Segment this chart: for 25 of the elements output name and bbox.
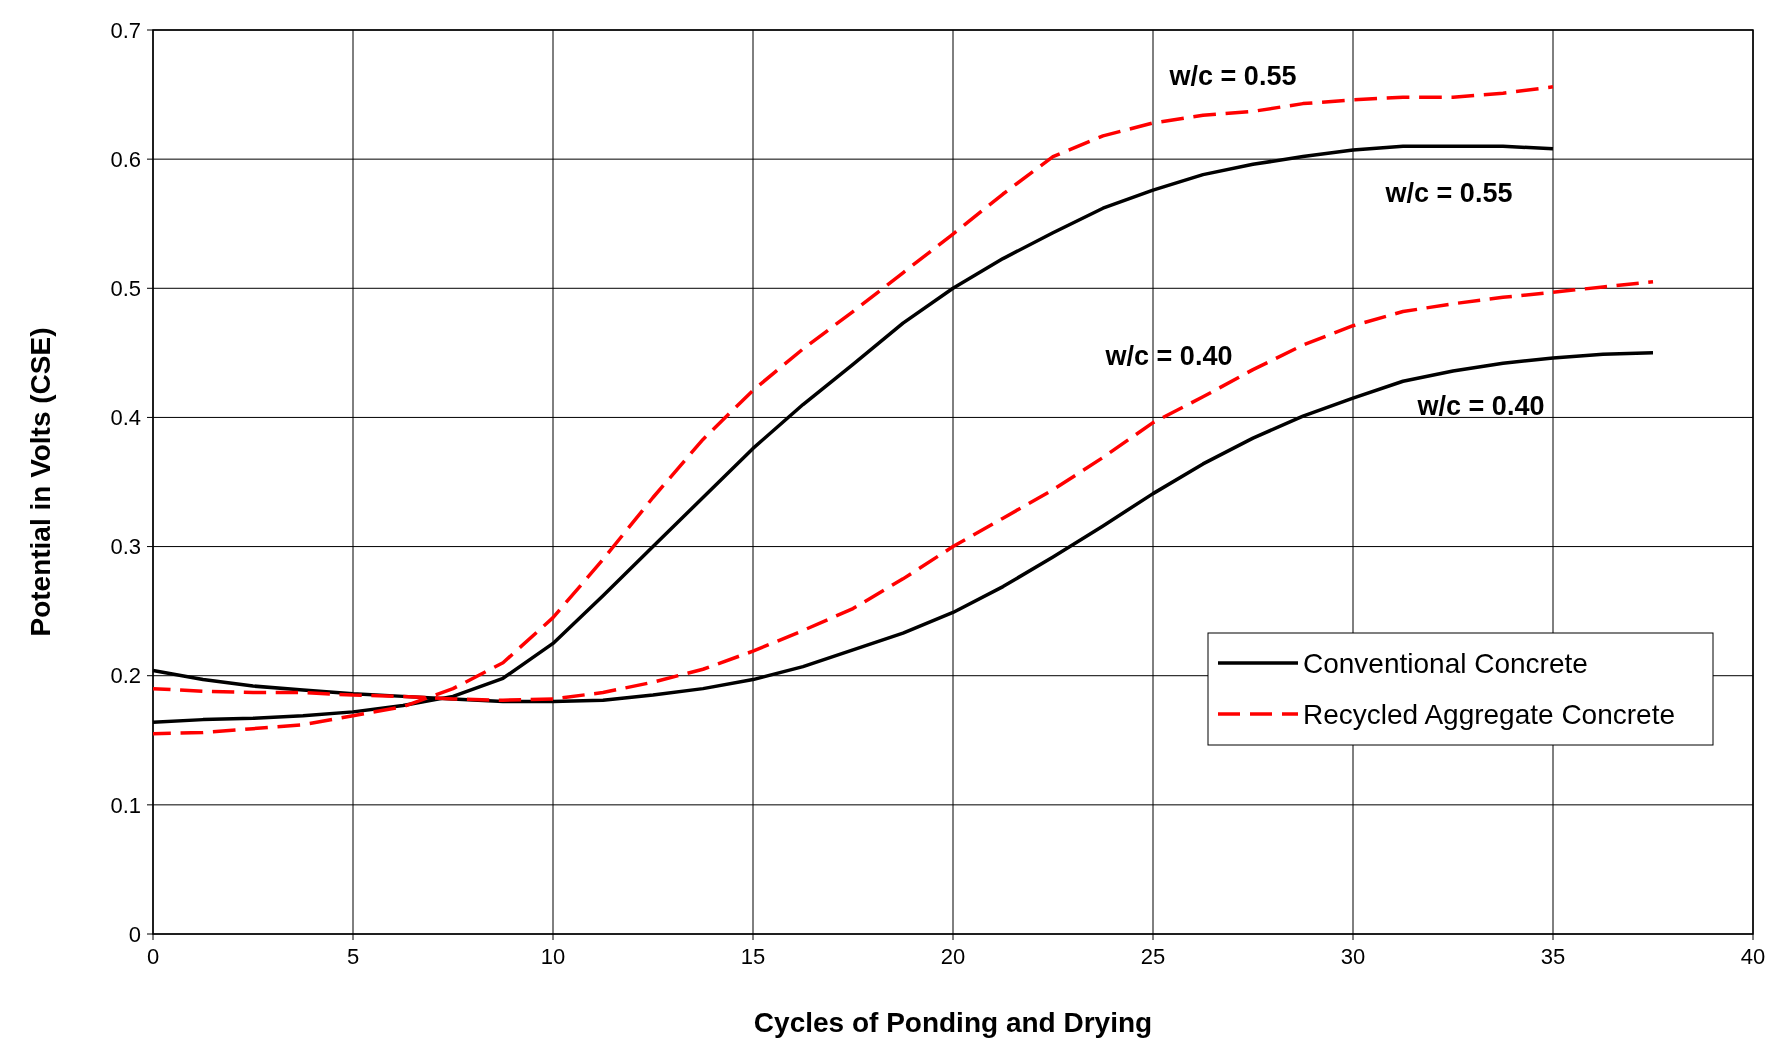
- y-tick-label: 0.4: [110, 405, 141, 431]
- x-tick-label: 0: [146, 944, 160, 969]
- legend-label: Recycled Aggregate Concrete: [1303, 698, 1675, 730]
- annotation: w/c = 0.55: [1168, 60, 1297, 91]
- annotation: w/c = 0.40: [1416, 390, 1545, 421]
- y-tick-label: 0.3: [110, 534, 141, 560]
- x-tick-label: 15: [740, 944, 766, 969]
- y-tick-label: 0.5: [110, 275, 141, 301]
- y-tick-label: 0.6: [110, 146, 141, 172]
- legend-label: Conventional Concrete: [1303, 647, 1588, 679]
- y-axis-title: Potential in Volts (CSE): [25, 327, 56, 637]
- x-tick-label: 10: [540, 944, 566, 969]
- x-tick-label: 20: [940, 944, 966, 969]
- y-tick-label: 0: [128, 921, 141, 947]
- annotation: w/c = 0.55: [1384, 178, 1513, 209]
- x-tick-label: 35: [1540, 944, 1566, 969]
- x-tick-label: 5: [346, 944, 360, 969]
- y-tick-label: 0.7: [110, 17, 141, 43]
- x-tick-label: 30: [1340, 944, 1366, 969]
- x-tick-label: 25: [1140, 944, 1166, 969]
- y-tick-label: 0.1: [110, 792, 141, 818]
- x-tick-label: 40: [1740, 944, 1766, 969]
- x-axis-title: Cycles of Ponding and Drying: [753, 1007, 1153, 1038]
- annotation: w/c = 0.40: [1104, 340, 1233, 371]
- y-tick-label: 0.2: [110, 663, 141, 689]
